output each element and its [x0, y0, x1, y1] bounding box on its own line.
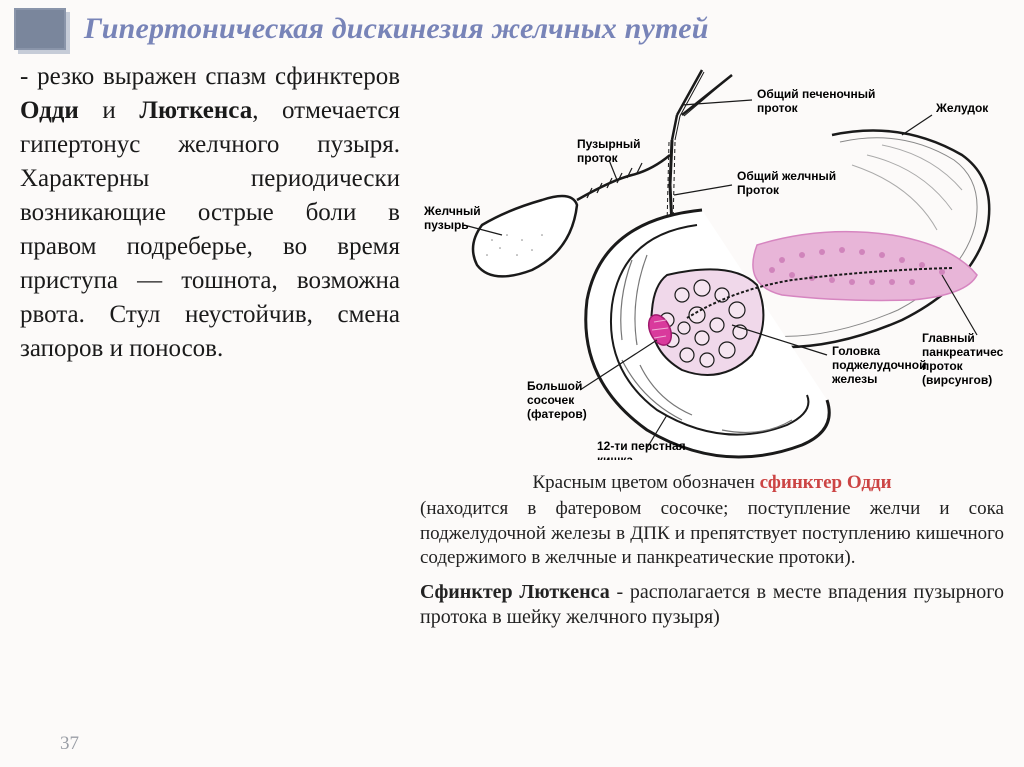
label-pancrhead-2: поджелудочной	[832, 358, 926, 372]
cap1-prefix: Красным цветом обозначен	[532, 472, 759, 493]
label-pancrhead-3: железы	[831, 372, 877, 386]
header-bullet-box	[14, 8, 66, 50]
label-pancrhead-1: Головка	[832, 344, 880, 358]
label-papilla-2: сосочек	[527, 393, 575, 407]
content-area: - резко выражен спазм сфинктеров Одди и …	[0, 54, 1024, 631]
body-text: - резко выражен спазм сфинктеров Одди и …	[20, 60, 420, 631]
label-stomach: Желудок	[935, 101, 989, 115]
label-duodenum-2: кишка	[597, 453, 633, 460]
label-hepatic-duct-2: проток	[757, 101, 799, 115]
label-cystic-1: Пузырный	[577, 137, 641, 151]
page-title: Гипертоническая дискинезия желчных путей	[84, 12, 709, 46]
body-and: и	[79, 97, 140, 124]
label-pancrduct-1: Главный	[922, 331, 975, 345]
label-duodenum-1: 12-ти перстная	[597, 439, 686, 453]
label-bileduct-1: Общий желчный	[737, 169, 836, 183]
body-intro: - резко выражен спазм сфинктеров	[20, 63, 400, 90]
cap1-bold: сфинктер Одди	[760, 472, 892, 493]
bold-lutkens: Люткенса	[139, 97, 252, 124]
label-gallbladder-1: Желчный	[423, 204, 481, 218]
label-pancrduct-2: панкреатический	[922, 345, 1004, 359]
label-cystic-2: проток	[577, 151, 619, 165]
label-pancrduct-3: проток	[922, 359, 964, 373]
caption-lutkens: Сфинктер Люткенса - располагается в мест…	[420, 580, 1004, 630]
label-bileduct-2: Проток	[737, 183, 780, 197]
bold-oddi: Одди	[20, 97, 79, 124]
label-papilla-3: (фатеров)	[527, 407, 587, 421]
label-gallbladder-2: пузырь	[424, 218, 469, 232]
right-column: Общий печеночный проток Желудок Пузырный…	[420, 60, 1004, 631]
cap2-bold: Сфинктер Люткенса	[420, 581, 610, 603]
label-pancrduct-4: (вирсунгов)	[922, 373, 992, 387]
page-number: 37	[60, 733, 79, 755]
body-rest: , отмечается гипертонус желчного пузыря.…	[20, 97, 400, 362]
caption-oddi: Красным цветом обозначен сфинктер Одди (…	[420, 471, 1004, 570]
label-hepatic-duct-1: Общий печеночный	[757, 87, 875, 101]
cap1-rest: (находится в фатеровом сосочке; поступле…	[420, 498, 1004, 568]
label-papilla-1: Большой	[527, 379, 582, 393]
anatomy-diagram: Общий печеночный проток Желудок Пузырный…	[420, 60, 1004, 460]
